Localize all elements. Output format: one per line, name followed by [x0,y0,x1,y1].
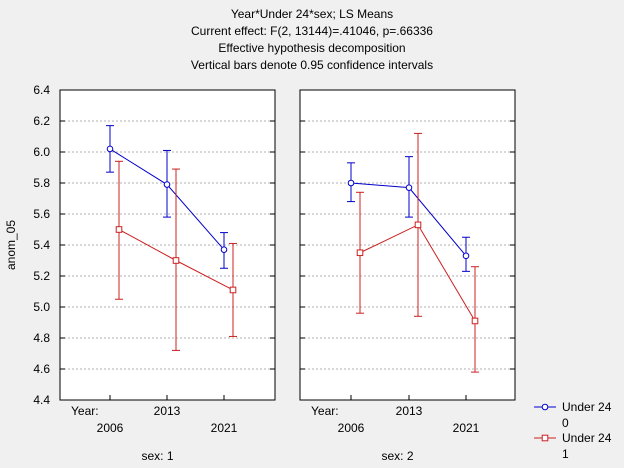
legend-label: Under 24 [562,400,612,414]
data-point [471,317,479,325]
legend-marker [541,434,549,442]
data-point [462,252,470,260]
x-tick-label: 2013 [154,404,181,418]
chart-subtitle-decomposition: Effective hypothesis decomposition [218,41,406,55]
x-axis-year-prefix: Year: [71,404,99,418]
x-tick-label: 2013 [396,404,423,418]
legend-sublabel: 1 [562,447,569,461]
y-tick-label: 4.4 [33,393,50,407]
y-tick-label: 4.6 [33,362,50,376]
legend-marker [541,403,549,411]
legend-sublabel: 0 [562,416,569,430]
data-point [106,145,114,153]
data-point [405,184,413,191]
x-tick-label: 2021 [211,421,238,435]
x-axis-year-prefix: Year: [311,404,339,418]
x-tick-label: 2006 [338,421,365,435]
panel-label: sex: 1 [141,449,173,463]
chart-subtitle-ci-note: Vertical bars denote 0.95 confidence int… [190,58,434,72]
chart-title: Year*Under 24*sex; LS Means [230,7,394,21]
plot-area-panel-2 [299,89,516,401]
data-point [115,226,123,233]
y-tick-label: 5.4 [33,238,50,252]
chart-subtitle-effect: Current effect: F(2, 13144)=.41046, p=.6… [191,24,433,38]
x-tick-label: 2006 [97,421,124,435]
y-tick-label: 5.6 [33,207,50,221]
y-tick-label: 6.2 [33,114,50,128]
y-axis-label: anom_05 [4,220,18,270]
data-point [220,246,228,253]
data-point [356,249,364,257]
y-tick-label: 6.4 [33,83,50,97]
y-tick-label: 4.8 [33,331,50,345]
plot-area-panel-1 [59,89,276,401]
panel-label: sex: 2 [381,449,413,463]
data-point [229,286,237,294]
chart-title-block: Year*Under 24*sex; LS Means Current effe… [0,6,624,74]
x-tick-label: 2021 [453,421,480,435]
data-point [163,181,171,188]
y-tick-label: 5.0 [33,300,50,314]
y-tick-label: 5.2 [33,269,50,283]
data-point [414,221,422,229]
y-tick-label: 5.8 [33,176,50,190]
y-tick-label: 6.0 [33,145,50,159]
legend-label: Under 24 [562,431,612,445]
data-point [347,179,355,187]
data-point [172,257,180,264]
